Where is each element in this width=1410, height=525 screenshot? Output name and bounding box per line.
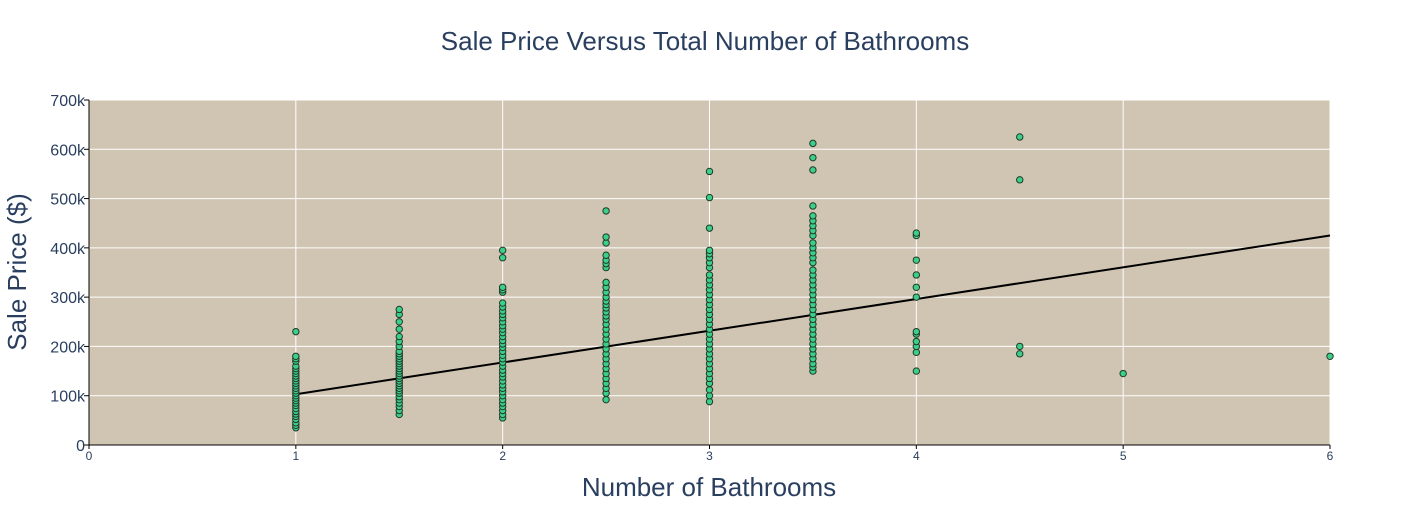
data-point: [1016, 176, 1024, 184]
data-point: [912, 367, 921, 375]
data-point: [602, 233, 610, 241]
data-point: [809, 153, 817, 162]
data-point: [912, 271, 921, 279]
data-point: [705, 193, 714, 202]
axes: [84, 99, 1331, 449]
data-point: [912, 283, 921, 291]
x-tick-label: 3: [706, 449, 713, 463]
y-tick-label: 100k: [50, 389, 86, 406]
y-tick-label: 0: [76, 438, 85, 455]
data-point: [1016, 342, 1024, 351]
data-point: [705, 167, 714, 176]
data-point: [498, 254, 507, 262]
data-point: [809, 212, 817, 220]
y-tick-label: 700k: [50, 93, 86, 110]
chart-title: Sale Price Versus Total Number of Bathro…: [441, 26, 969, 56]
data-point: [498, 246, 507, 255]
x-tick-label: 2: [499, 449, 506, 463]
y-tick-label: 600k: [50, 142, 86, 159]
y-tick-label: 400k: [50, 241, 86, 258]
data-point: [395, 325, 403, 333]
data-point: [395, 332, 403, 341]
data-point: [912, 256, 921, 264]
data-point: [602, 278, 610, 287]
data-point: [1016, 133, 1024, 141]
data-point: [395, 318, 403, 326]
data-point: [1016, 350, 1024, 358]
y-axis-title: Sale Price ($): [2, 193, 32, 351]
x-tick-label: 5: [1120, 449, 1127, 463]
data-point: [809, 239, 817, 247]
data-point: [602, 251, 610, 259]
data-points: [292, 133, 1334, 432]
y-tick-label: 300k: [50, 290, 86, 307]
y-tick-label: 500k: [50, 192, 86, 209]
data-point: [705, 246, 714, 255]
data-point: [1326, 352, 1334, 360]
data-point: [912, 337, 921, 346]
data-point: [809, 166, 817, 174]
data-point: [912, 293, 921, 301]
data-point: [395, 305, 403, 314]
x-tick-label: 1: [292, 449, 299, 463]
data-point: [912, 327, 921, 336]
x-axis-title: Number of Bathrooms: [582, 472, 836, 502]
y-tick-label: 200k: [50, 339, 86, 356]
data-point: [912, 229, 921, 237]
data-point: [809, 139, 817, 148]
data-point: [602, 207, 610, 215]
x-tick-label: 6: [1327, 449, 1334, 463]
data-point: [705, 224, 714, 232]
data-point: [705, 386, 714, 394]
data-point: [1119, 369, 1127, 378]
x-tick-label: 0: [86, 449, 93, 463]
tick-labels: 0 100k 200k 300k 400k 500k 600k 700k 0 1 2 3 4 5 6: [50, 93, 1333, 463]
data-point: [602, 395, 610, 404]
data-point: [498, 283, 507, 291]
data-point: [292, 327, 300, 336]
data-point: [498, 299, 507, 307]
data-point: [809, 202, 817, 210]
data-point: [809, 266, 817, 274]
x-tick-label: 4: [913, 449, 920, 463]
data-point: [292, 352, 300, 360]
data-point: [705, 271, 714, 279]
